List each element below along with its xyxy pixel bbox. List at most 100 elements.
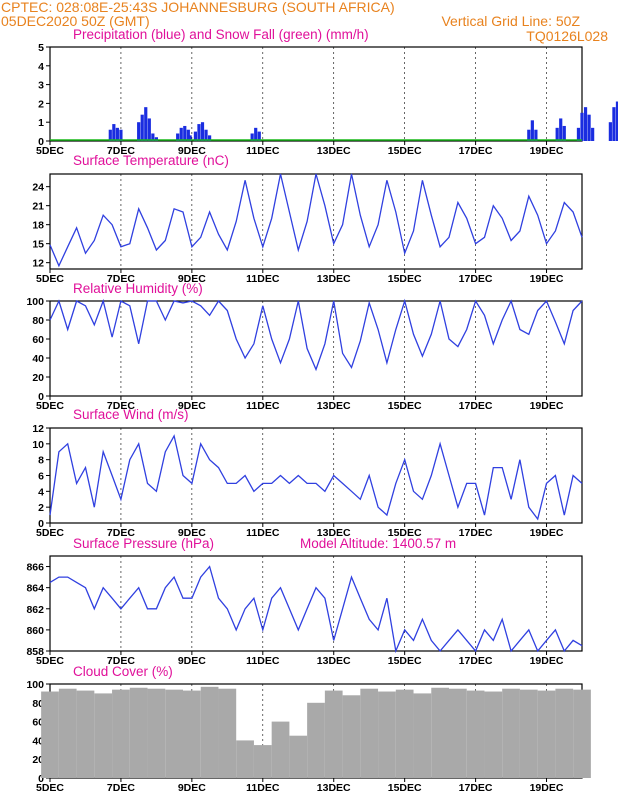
x-tick-label: 7DEC xyxy=(107,400,135,412)
x-tick-label: 11DEC xyxy=(246,273,280,285)
series-line xyxy=(49,565,583,654)
y-tick-label: 5 xyxy=(38,42,44,54)
precip-bar xyxy=(179,127,183,141)
panel-title: Surface Wind (m/s) xyxy=(73,407,189,422)
x-tick-label: 17DEC xyxy=(459,400,493,412)
y-tick-label: 860 xyxy=(26,625,44,637)
panel-5: Surface Pressure (hPa) 5DEC 7DEC 9DEC 11DEC 1… xyxy=(26,536,583,667)
cloud-bar xyxy=(555,688,574,778)
y-tick-label: 858 xyxy=(26,646,44,658)
panel-frame xyxy=(49,300,583,397)
x-tick-label: 11DEC xyxy=(246,400,280,412)
x-tick-label: 15DEC xyxy=(388,400,422,412)
panel-frame xyxy=(49,427,583,524)
panel-frame xyxy=(49,46,583,142)
panel-title: Surface Temperature (nC) xyxy=(73,153,229,168)
y-tick-label: 24 xyxy=(32,182,44,194)
precip-bar xyxy=(183,125,187,141)
y-tick-label: 2 xyxy=(38,98,44,110)
y-tick-label: 12 xyxy=(32,258,44,270)
precip-bar xyxy=(200,122,205,141)
y-tick-label: 2 xyxy=(38,502,44,514)
header-station: CPTEC: 028:08E-25:43S JOHANNESBURG (SOUT… xyxy=(1,0,395,15)
x-tick-label: 11DEC xyxy=(246,145,280,157)
precip-bar xyxy=(137,122,141,141)
y-tick-label: 862 xyxy=(26,604,44,616)
x-tick-label: 5DEC xyxy=(36,782,64,794)
x-tick-label: 19DEC xyxy=(530,527,564,539)
series-line xyxy=(49,434,583,521)
panel-title: Cloud Cover (%) xyxy=(73,664,173,679)
x-tick-label: 5DEC xyxy=(36,655,64,667)
y-tick-label: 10 xyxy=(32,439,44,451)
cloud-bar xyxy=(484,691,503,778)
precip-bar xyxy=(527,129,531,141)
precip-bar xyxy=(144,107,148,141)
x-tick-label: 17DEC xyxy=(459,655,493,667)
y-tick-label: 20 xyxy=(32,754,44,766)
precip-bar xyxy=(587,114,591,141)
cloud-bar xyxy=(466,690,485,778)
y-tick-label: 15 xyxy=(32,239,44,251)
x-tick-label: 5DEC xyxy=(36,273,64,285)
x-tick-label: 13DEC xyxy=(317,782,351,794)
y-tick-label: 80 xyxy=(32,315,44,327)
precip-bar xyxy=(254,127,258,141)
x-tick-label: 13DEC xyxy=(317,400,351,412)
precip-bar xyxy=(108,129,112,141)
panel-1: Precipitation (blue) and Snow Fall (gree… xyxy=(36,27,618,157)
header-model-code: TQ0126L028 xyxy=(526,28,608,44)
x-tick-label: 11DEC xyxy=(246,527,280,539)
cloud-bar xyxy=(218,688,237,778)
precip-bar xyxy=(534,129,538,141)
cloud-bar xyxy=(573,689,591,778)
x-tick-label: 17DEC xyxy=(459,782,493,794)
precip-bar xyxy=(154,137,158,141)
x-tick-label: 9DEC xyxy=(178,527,206,539)
model-altitude-label: Model Altitude: 1400.57 m xyxy=(300,536,456,551)
y-tick-label: 60 xyxy=(32,334,44,346)
x-tick-label: 9DEC xyxy=(178,145,206,157)
x-tick-label: 19DEC xyxy=(530,145,564,157)
cloud-bar xyxy=(41,691,59,778)
y-tick-label: 12 xyxy=(32,423,44,435)
x-tick-label: 19DEC xyxy=(530,400,564,412)
y-tick-label: 864 xyxy=(26,583,44,595)
y-tick-label: 1 xyxy=(38,117,44,129)
x-tick-label: 5DEC xyxy=(36,527,64,539)
panel-frame xyxy=(49,555,583,652)
precip-bar xyxy=(119,129,123,141)
precip-bar xyxy=(188,135,192,141)
precip-bar xyxy=(612,107,616,141)
precip-bar xyxy=(555,127,559,141)
panel-title: Precipitation (blue) and Snow Fall (gree… xyxy=(73,27,369,42)
precip-bar xyxy=(208,135,212,141)
cloud-bar xyxy=(165,689,183,778)
x-tick-label: 7DEC xyxy=(107,782,135,794)
y-tick-label: 40 xyxy=(32,353,44,365)
x-tick-label: 15DEC xyxy=(388,782,422,794)
y-tick-label: 0 xyxy=(38,136,44,148)
precip-bar xyxy=(112,124,116,141)
cloud-bar xyxy=(307,702,325,778)
precip-bar xyxy=(530,120,534,141)
x-tick-label: 13DEC xyxy=(317,655,351,667)
y-tick-label: 866 xyxy=(26,562,44,574)
x-tick-label: 15DEC xyxy=(388,273,422,285)
y-tick-label: 0 xyxy=(38,518,44,530)
precip-bar xyxy=(257,131,261,141)
x-tick-label: 13DEC xyxy=(317,527,351,539)
panel-4: Surface Wind (m/s) 5DEC 7DEC 9DEC 11DEC 13DEC… xyxy=(32,407,583,539)
y-tick-label: 100 xyxy=(26,679,44,691)
x-tick-label: 13DEC xyxy=(317,273,351,285)
x-tick-label: 5DEC xyxy=(36,145,64,157)
cloud-bar xyxy=(76,690,95,778)
cloud-bar xyxy=(324,690,343,778)
x-tick-label: 15DEC xyxy=(388,145,422,157)
cloud-bar xyxy=(289,735,308,778)
precip-bar xyxy=(140,114,144,141)
x-tick-label: 19DEC xyxy=(530,655,564,667)
cloud-bar xyxy=(271,721,290,778)
y-tick-label: 18 xyxy=(32,220,44,232)
cloud-bar xyxy=(129,687,148,778)
